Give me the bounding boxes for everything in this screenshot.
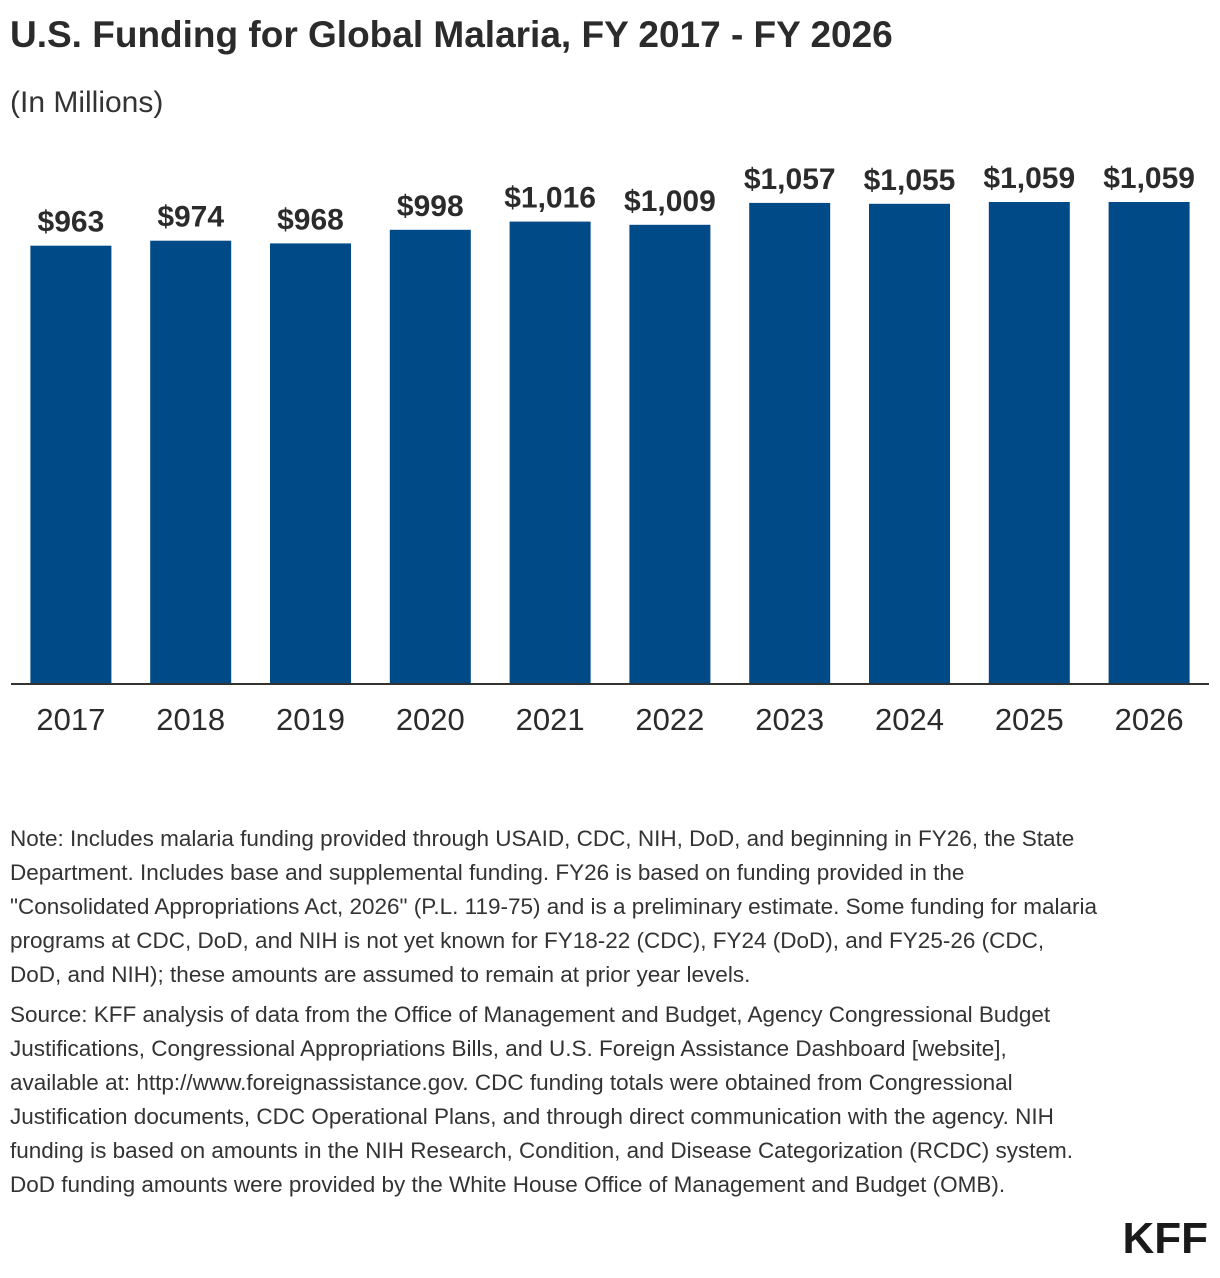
bars-group bbox=[30, 202, 1190, 685]
kff-logo: KFF bbox=[1122, 1214, 1208, 1263]
bar-value-label-2023: $1,057 bbox=[744, 163, 836, 196]
bar-value-label-2018: $974 bbox=[157, 201, 224, 234]
source-text: Source: KFF analysis of data from the Of… bbox=[10, 1002, 1074, 1197]
bar-chart: $963 $974 $968 $998 $1,016 $1,009 $1,057 $1,055… bbox=[11, 162, 1209, 737]
bar-2020 bbox=[389, 229, 471, 685]
chart-title: U.S. Funding for Global Malaria, FY 2017… bbox=[10, 14, 893, 55]
chart-notes: Note: Includes malaria funding provided … bbox=[10, 822, 1100, 1208]
bar-2026 bbox=[1108, 202, 1190, 684]
bar-value-label-2022: $1,009 bbox=[624, 185, 716, 218]
bar-2023 bbox=[749, 202, 831, 684]
bar-value-label-2019: $968 bbox=[277, 203, 344, 236]
x-tick-label-2026: 2026 bbox=[1115, 702, 1184, 737]
bar-2021 bbox=[509, 221, 591, 684]
bar-2022 bbox=[629, 224, 711, 685]
bar-2024 bbox=[869, 203, 950, 685]
bar-value-label-2017: $963 bbox=[38, 206, 105, 239]
x-tick-label-2020: 2020 bbox=[396, 702, 465, 737]
bar-2019 bbox=[270, 243, 351, 684]
x-tick-label-2017: 2017 bbox=[36, 702, 105, 737]
bar-value-label-2021: $1,016 bbox=[504, 182, 596, 215]
bar-labels-group: $963 $974 $968 $998 $1,016 $1,009 $1,057 $1,055… bbox=[38, 162, 1195, 239]
bar-value-label-2026: $1,059 bbox=[1103, 162, 1195, 195]
x-tick-label-2019: 2019 bbox=[276, 702, 345, 737]
bar-value-label-2020: $998 bbox=[397, 190, 464, 223]
bar-2017 bbox=[30, 245, 112, 684]
x-tick-label-2024: 2024 bbox=[875, 702, 944, 737]
x-tick-label-2021: 2021 bbox=[516, 702, 585, 737]
x-tick-label-2018: 2018 bbox=[156, 702, 225, 737]
note-text: Note: Includes malaria funding provided … bbox=[10, 826, 1097, 987]
x-tick-label-2023: 2023 bbox=[755, 702, 824, 737]
bar-2018 bbox=[150, 240, 232, 684]
bar-value-label-2024: $1,055 bbox=[864, 164, 956, 197]
chart-subtitle: (In Millions) bbox=[10, 86, 164, 119]
bar-2025 bbox=[988, 202, 1070, 684]
x-tick-labels-group: 2017 2018 2019 2020 2021 2022 2023 2024 2025 2026 bbox=[36, 702, 1183, 737]
x-tick-label-2022: 2022 bbox=[635, 702, 704, 737]
bar-value-label-2025: $1,059 bbox=[983, 162, 1075, 195]
x-tick-label-2025: 2025 bbox=[995, 702, 1064, 737]
